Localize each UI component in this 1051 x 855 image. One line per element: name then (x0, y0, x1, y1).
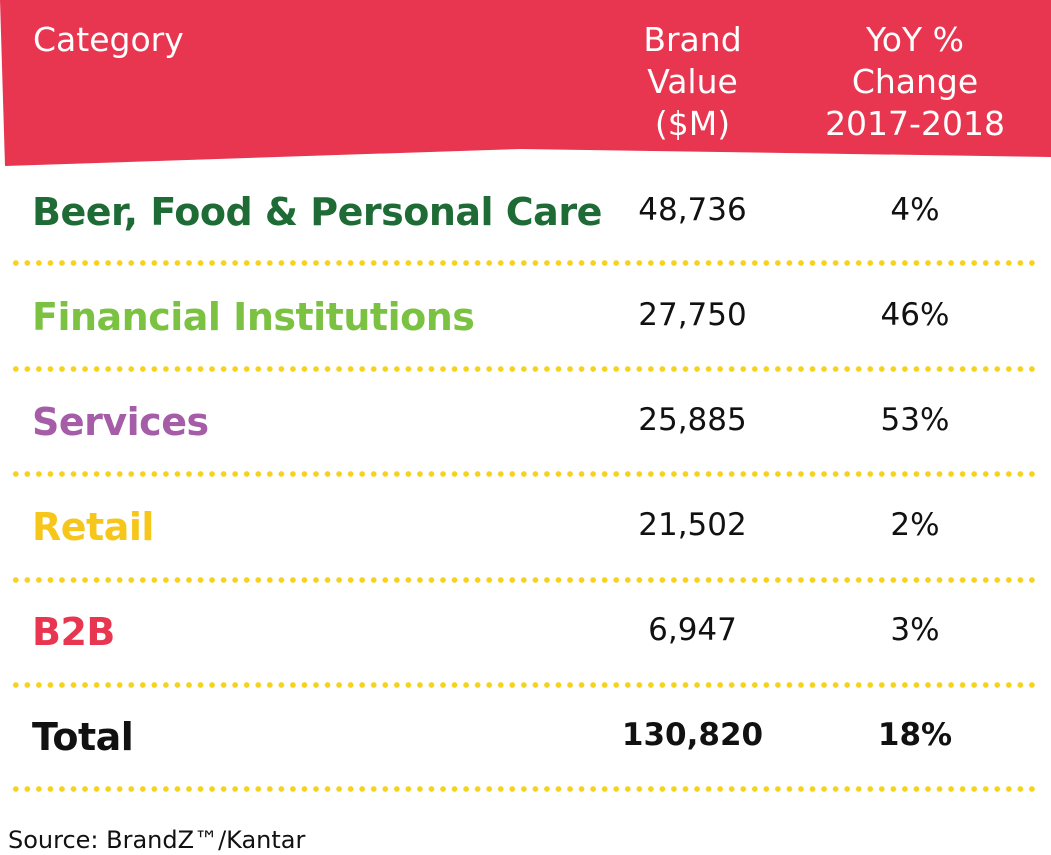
category-label: Total (32, 715, 134, 759)
table-row: B2B 6,947 3% (0, 588, 1051, 693)
yoy-change-cell: 46% (880, 297, 950, 333)
table-row: Retail 21,502 2% (0, 483, 1051, 588)
category-label: Services (32, 400, 209, 444)
table-row: Services 25,885 53% (0, 378, 1051, 483)
yoy-change-cell: 53% (880, 402, 950, 438)
brand-value-cell: 130,820 (621, 717, 764, 753)
brand-value-cell: 21,502 (638, 507, 747, 543)
category-label: Beer, Food & Personal Care (32, 190, 602, 234)
yoy-change-cell: 4% (890, 192, 940, 228)
brand-value-cell: 48,736 (638, 192, 747, 228)
category-label: Financial Institutions (32, 295, 475, 339)
category-label: B2B (32, 610, 115, 654)
dotted-divider (10, 259, 1040, 267)
yoy-change-cell: 2% (890, 507, 940, 543)
table-row: Beer, Food & Personal Care 48,736 4% (0, 168, 1051, 273)
dotted-divider (10, 470, 1040, 478)
column-header-brand-value: Brand Value ($M) (643, 20, 742, 143)
column-header-category: Category (33, 20, 184, 59)
category-label: Retail (32, 505, 154, 549)
dotted-divider (10, 365, 1040, 373)
yoy-change-cell: 18% (877, 717, 953, 753)
header-banner (0, 0, 1051, 166)
table-row: Financial Institutions 27,750 46% (0, 273, 1051, 378)
dotted-divider (10, 785, 1040, 793)
dotted-divider (10, 681, 1040, 689)
brand-value-cell: 6,947 (648, 612, 737, 648)
header-background (0, 0, 1051, 166)
table-row-total: Total 130,820 18% (0, 693, 1051, 798)
dotted-divider (10, 576, 1040, 584)
brand-value-cell: 25,885 (638, 402, 747, 438)
column-header-yoy-change: YoY % Change 2017-2018 (825, 20, 1005, 143)
source-note: Source: BrandZ™/Kantar (8, 826, 306, 854)
brand-value-cell: 27,750 (638, 297, 747, 333)
table-header: Category Brand Value ($M) YoY % Change 2… (0, 0, 1051, 175)
yoy-change-cell: 3% (890, 612, 940, 648)
